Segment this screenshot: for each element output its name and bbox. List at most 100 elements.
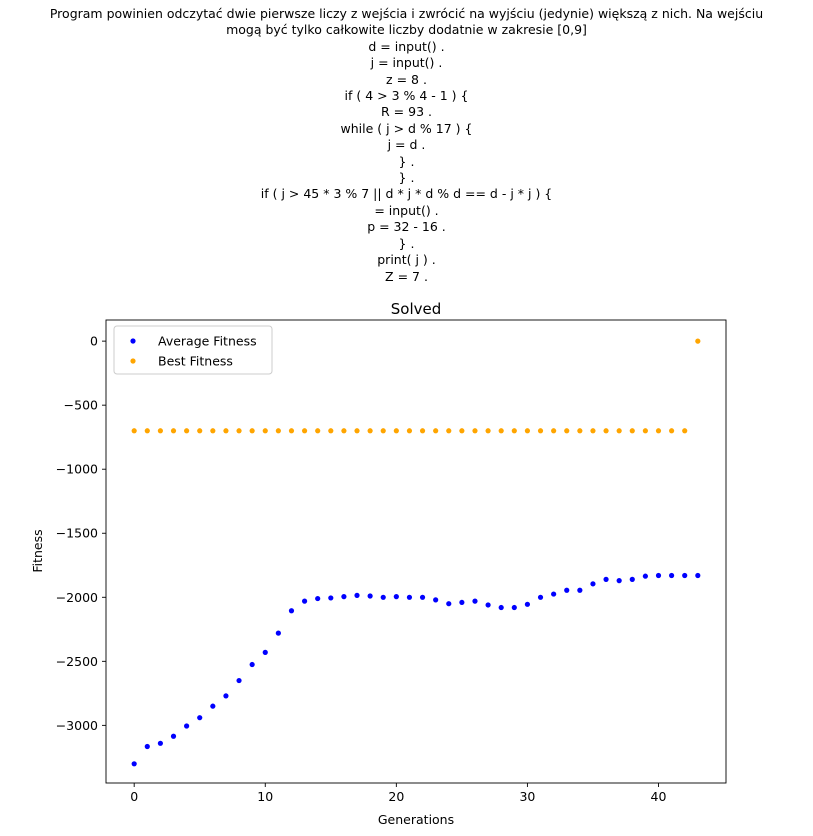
point-average-fitness [380, 594, 386, 600]
y-tick-label: −3000 [56, 718, 98, 733]
point-average-fitness [433, 597, 439, 603]
legend-label-average-fitness: Average Fitness [158, 334, 257, 349]
problem-description: Program powinien odczytać dwie pierwsze … [0, 6, 813, 285]
point-best-fitness [498, 428, 504, 434]
description-line: mogą być tylko całkowite liczby dodatnie… [226, 22, 587, 38]
point-best-fitness [184, 428, 190, 434]
point-average-fitness [144, 743, 150, 750]
point-best-fitness [197, 428, 203, 434]
point-average-fitness [275, 630, 281, 636]
point-best-fitness [577, 428, 583, 434]
point-average-fitness [642, 573, 648, 579]
description-line: = input() . [374, 202, 439, 218]
y-axis: 0 −500 −1000 −1500 −2000 −2500 −3000 [56, 334, 106, 733]
legend-label-best-fitness: Best Fitness [158, 354, 233, 369]
point-best-fitness [472, 428, 478, 434]
description-line: Program powinien odczytać dwie pierwsze … [49, 6, 764, 21]
point-best-fitness [406, 428, 413, 434]
x-tick-label: 10 [257, 789, 273, 804]
point-best-fitness [669, 428, 675, 434]
point-best-fitness [131, 428, 137, 434]
point-best-fitness [695, 338, 701, 344]
description-line: j = input() . [370, 55, 443, 71]
description-line: while ( j > d % 17 ) { [340, 120, 473, 136]
point-best-fitness [433, 428, 439, 434]
point-average-fitness [551, 591, 557, 597]
point-average-fitness [131, 761, 137, 767]
point-best-fitness [315, 428, 321, 434]
chart-title: Solved [391, 300, 442, 318]
point-best-fitness [537, 428, 544, 434]
description-line: z = 8 . [386, 71, 427, 87]
point-best-fitness [288, 428, 295, 434]
point-average-fitness [537, 594, 544, 600]
point-average-fitness [315, 595, 321, 602]
point-best-fitness [446, 428, 452, 434]
point-average-fitness [564, 587, 570, 593]
point-average-fitness [184, 723, 190, 729]
description-line: R = 93 . [381, 104, 432, 120]
point-best-fitness [223, 428, 229, 434]
point-average-fitness [695, 572, 701, 579]
y-tick-label: −1000 [56, 462, 98, 477]
point-best-fitness [629, 428, 635, 434]
point-average-fitness [249, 661, 255, 668]
point-average-fitness [393, 594, 399, 600]
y-tick-label: 0 [90, 334, 98, 349]
point-average-fitness [341, 594, 347, 600]
description-line: Z = 7 . [385, 268, 428, 284]
point-average-fitness [590, 581, 596, 587]
x-tick-label: 0 [130, 789, 138, 804]
point-average-fitness [577, 587, 583, 593]
point-best-fitness [367, 428, 373, 434]
point-best-fitness [524, 428, 531, 434]
point-average-fitness [459, 599, 465, 606]
point-best-fitness [551, 428, 557, 434]
point-best-fitness [301, 428, 308, 434]
point-average-fitness [210, 703, 216, 709]
point-average-fitness [616, 578, 622, 584]
point-best-fitness [459, 428, 465, 434]
data-points [131, 338, 701, 767]
legend-box [113, 325, 273, 375]
x-tick-label: 40 [651, 789, 667, 804]
point-best-fitness [590, 428, 596, 434]
point-best-fitness [249, 428, 255, 434]
point-average-fitness [157, 740, 163, 746]
y-tick-label: −2000 [56, 590, 98, 605]
point-average-fitness [498, 604, 504, 611]
point-best-fitness [682, 428, 688, 434]
point-average-fitness [682, 572, 688, 579]
x-tick-label: 30 [519, 789, 535, 804]
point-best-fitness [157, 428, 163, 434]
point-average-fitness [223, 693, 229, 699]
x-axis-label: Generations [378, 812, 454, 827]
point-best-fitness [655, 428, 662, 434]
point-best-fitness [393, 428, 399, 434]
point-best-fitness [262, 428, 268, 434]
point-best-fitness [485, 428, 491, 434]
description-line: if ( 4 > 3 % 4 - 1 ) { [344, 88, 469, 104]
point-average-fitness [655, 572, 662, 579]
point-average-fitness [236, 677, 242, 684]
x-tick-label: 20 [388, 789, 404, 804]
point-average-fitness [406, 594, 413, 600]
description-line: print( j ) . [377, 252, 436, 268]
y-tick-label: −1500 [56, 526, 98, 541]
point-best-fitness [642, 428, 648, 434]
point-best-fitness [210, 428, 216, 434]
point-average-fitness [301, 598, 308, 604]
point-average-fitness [446, 601, 452, 607]
legend-marker-best-fitness [130, 358, 136, 364]
point-best-fitness [616, 428, 622, 434]
point-best-fitness [170, 428, 177, 434]
point-best-fitness [341, 428, 347, 434]
point-average-fitness [629, 576, 635, 582]
y-axis-label: Fitness [30, 529, 45, 572]
point-average-fitness [485, 602, 491, 608]
description-line: } . [398, 170, 415, 186]
point-best-fitness [328, 428, 334, 434]
point-average-fitness [472, 598, 478, 604]
y-tick-label: −2500 [56, 654, 98, 669]
